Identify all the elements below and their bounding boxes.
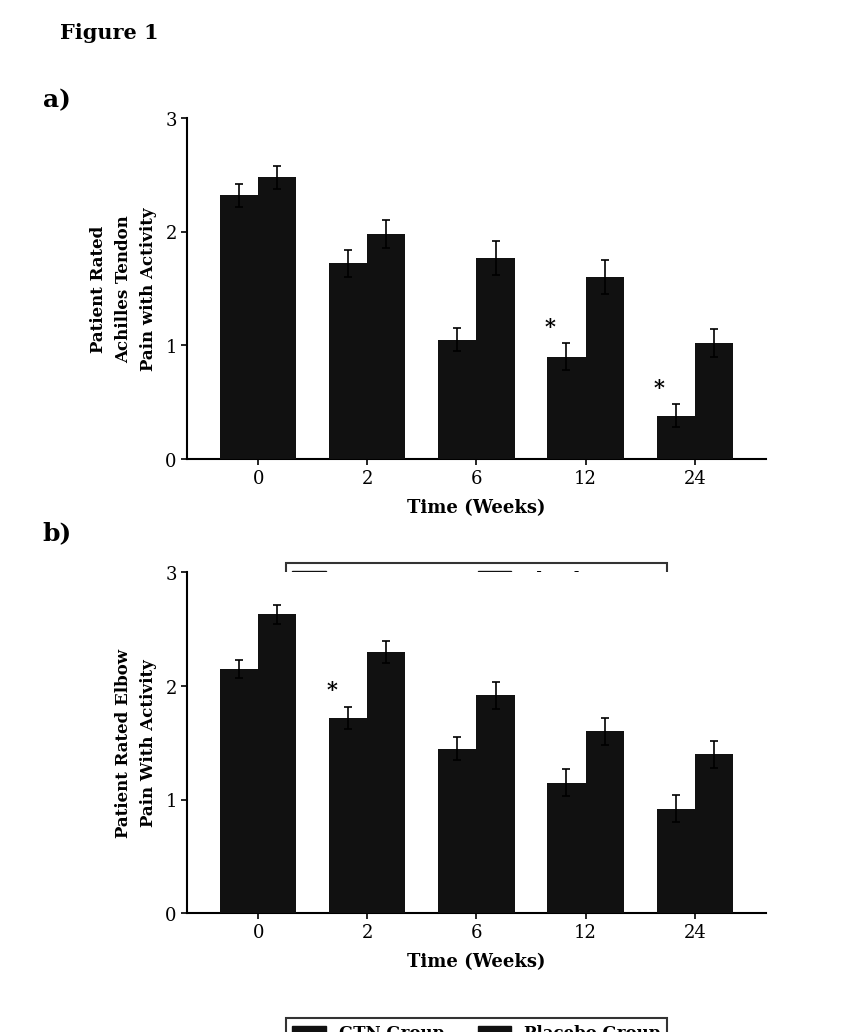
Text: Figure 1: Figure 1: [60, 23, 158, 42]
Bar: [329, 718, 367, 913]
Bar: [476, 258, 514, 459]
Text: a): a): [42, 88, 71, 111]
Bar: [656, 809, 694, 913]
Bar: [367, 234, 405, 459]
Bar: [585, 732, 623, 913]
Bar: [219, 196, 258, 459]
Bar: [694, 754, 733, 913]
Bar: [219, 670, 258, 913]
Text: b): b): [42, 521, 71, 545]
Bar: [329, 264, 367, 459]
Bar: [547, 357, 585, 459]
Legend: GTN Group, Placebo Group: GTN Group, Placebo Group: [286, 1018, 666, 1032]
Bar: [656, 416, 694, 459]
Text: *: *: [654, 378, 664, 398]
Text: *: *: [544, 317, 555, 336]
Bar: [438, 341, 476, 459]
Legend: GTN Group, Placebo Group: GTN Group, Placebo Group: [286, 563, 666, 594]
Bar: [547, 782, 585, 913]
Bar: [476, 696, 514, 913]
Bar: [585, 278, 623, 459]
Bar: [367, 652, 405, 913]
Y-axis label: Patient Rated Elbow
Pain With Activity: Patient Rated Elbow Pain With Activity: [115, 648, 156, 838]
Bar: [258, 178, 296, 459]
Text: *: *: [326, 680, 337, 700]
Bar: [694, 344, 733, 459]
Y-axis label: Patient Rated
Achilles Tendon
Pain with Activity: Patient Rated Achilles Tendon Pain with …: [90, 207, 156, 370]
X-axis label: Time (Weeks): Time (Weeks): [407, 498, 545, 517]
Bar: [438, 749, 476, 913]
Bar: [258, 615, 296, 913]
X-axis label: Time (Weeks): Time (Weeks): [407, 953, 545, 971]
